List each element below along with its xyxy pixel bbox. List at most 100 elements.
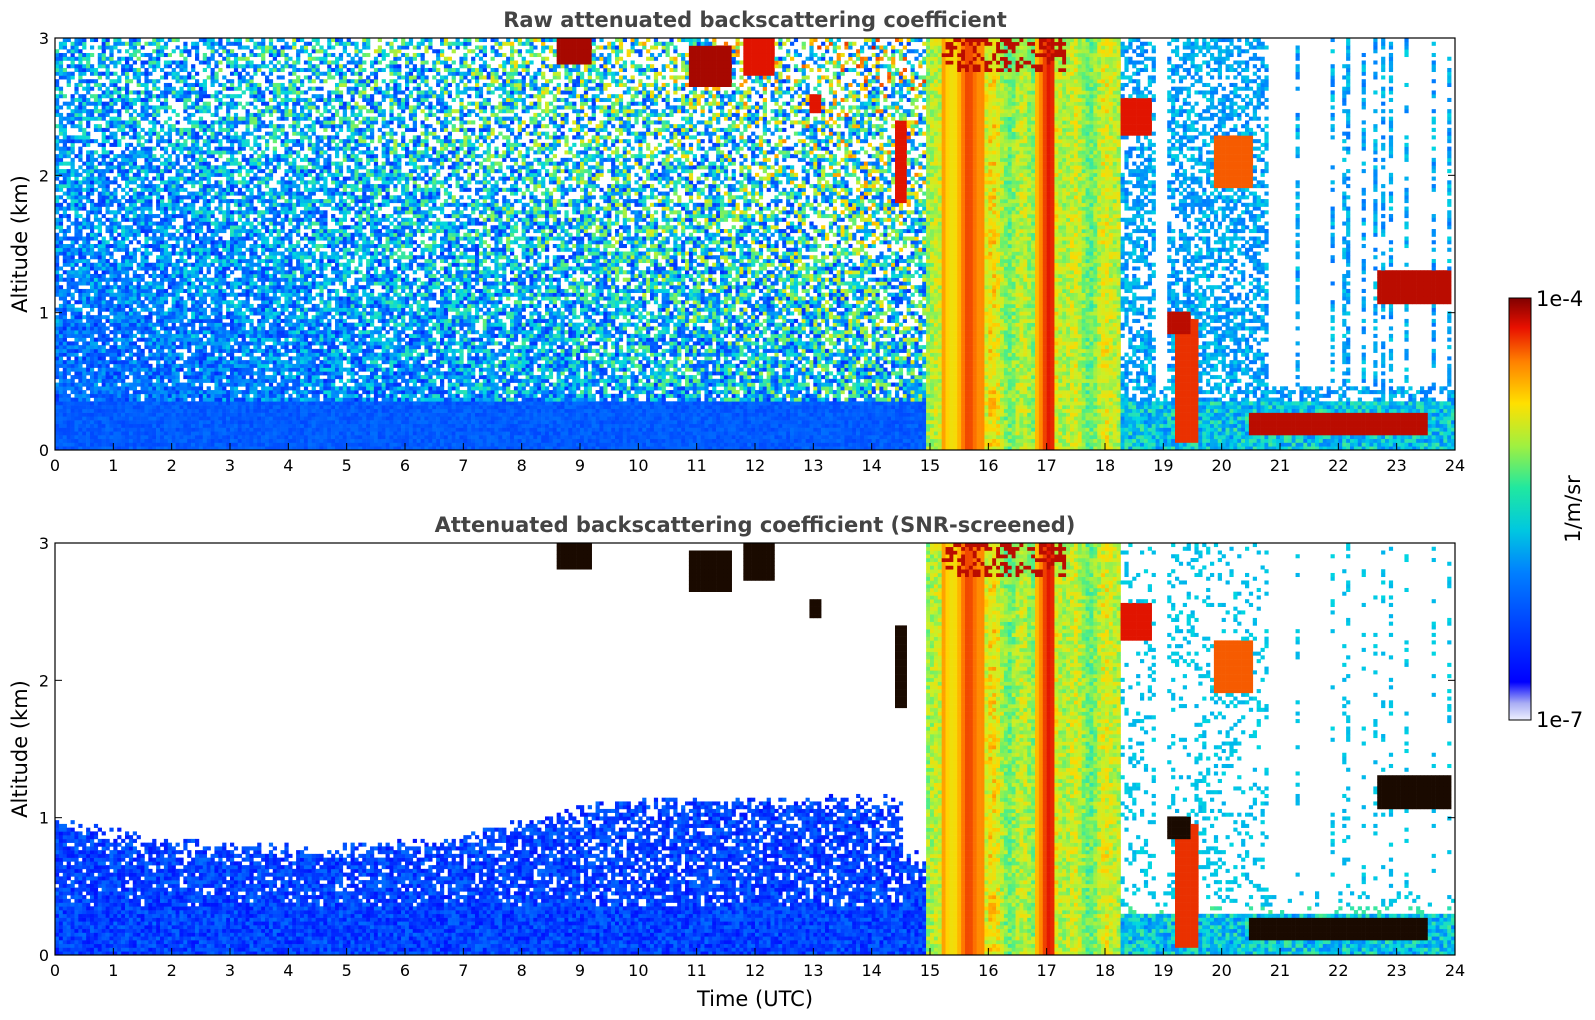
heatmap-cell xyxy=(74,49,78,53)
heatmap-cell xyxy=(94,364,98,368)
heatmap-cell xyxy=(148,225,152,229)
heatmap-cell xyxy=(187,345,191,349)
heatmap-cell xyxy=(82,102,86,106)
heatmap-cell xyxy=(183,165,187,169)
heatmap-cell xyxy=(160,68,164,72)
heatmap-cell xyxy=(211,229,215,233)
heatmap-cell xyxy=(129,117,133,121)
heatmap-cell xyxy=(98,83,102,87)
heatmap-cell xyxy=(152,416,156,420)
heatmap-cell xyxy=(125,394,129,398)
heatmap-cell xyxy=(125,210,129,214)
heatmap-cell xyxy=(121,338,125,342)
heatmap-cell xyxy=(269,229,273,233)
heatmap-cell xyxy=(59,42,63,46)
heatmap-cell xyxy=(214,266,218,270)
heatmap-cell xyxy=(78,311,82,315)
heatmap-cell xyxy=(265,319,269,323)
heatmap-cell xyxy=(86,315,90,319)
heatmap-cell xyxy=(94,356,98,360)
heatmap-cell xyxy=(195,98,199,102)
heatmap-cell xyxy=(172,177,176,181)
heatmap-cell xyxy=(98,255,102,259)
heatmap-cell xyxy=(187,424,191,428)
heatmap-cell xyxy=(277,214,281,218)
heatmap-cell xyxy=(55,113,59,117)
heatmap-cell xyxy=(59,360,63,364)
heatmap-cell xyxy=(195,386,199,390)
heatmap-cell xyxy=(207,105,211,109)
heatmap-cell xyxy=(238,117,242,121)
heatmap-cell xyxy=(168,87,172,91)
heatmap-cell xyxy=(152,390,156,394)
heatmap-cell xyxy=(71,293,75,297)
heatmap-cell xyxy=(199,165,203,169)
heatmap-cell xyxy=(203,90,207,94)
heatmap-cell xyxy=(55,278,59,282)
heatmap-cell xyxy=(160,319,164,323)
heatmap-cell xyxy=(273,311,277,315)
heatmap-cell xyxy=(137,349,141,353)
heatmap-cell xyxy=(59,326,63,330)
heatmap-cell xyxy=(199,120,203,124)
heatmap-cell xyxy=(222,188,226,192)
heatmap-cell xyxy=(86,180,90,184)
heatmap-cell xyxy=(172,233,176,237)
heatmap-cell xyxy=(238,87,242,91)
heatmap-cell xyxy=(74,281,78,285)
heatmap-cell xyxy=(277,394,281,398)
heatmap-cell xyxy=(218,270,222,274)
heatmap-cell xyxy=(152,375,156,379)
heatmap-cell xyxy=(141,401,145,405)
heatmap-cell xyxy=(55,353,59,357)
heatmap-cell xyxy=(281,207,285,211)
heatmap-cell xyxy=(133,285,137,289)
heatmap-cell xyxy=(199,244,203,248)
heatmap-cell xyxy=(265,210,269,214)
heatmap-cell xyxy=(90,38,94,42)
heatmap-cell xyxy=(74,435,78,439)
heatmap-cell xyxy=(164,72,168,76)
heatmap-cell xyxy=(55,98,59,102)
heatmap-cell xyxy=(214,379,218,383)
heatmap-cell xyxy=(183,68,187,72)
heatmap-cell xyxy=(59,222,63,226)
heatmap-cell xyxy=(172,353,176,357)
heatmap-cell xyxy=(148,120,152,124)
heatmap-cell xyxy=(129,394,133,398)
heatmap-cell xyxy=(191,244,195,248)
heatmap-cell xyxy=(253,405,257,409)
heatmap-cell xyxy=(176,330,180,334)
heatmap-cell xyxy=(281,311,285,315)
heatmap-cell xyxy=(203,401,207,405)
heatmap-cell xyxy=(67,150,71,154)
heatmap-cell xyxy=(203,345,207,349)
heatmap-cell xyxy=(106,424,110,428)
heatmap-cell xyxy=(238,435,242,439)
heatmap-cell xyxy=(63,431,67,435)
heatmap-cell xyxy=(222,173,226,177)
heatmap-cell xyxy=(102,394,106,398)
heatmap-cell xyxy=(222,195,226,199)
heatmap-cell xyxy=(234,431,238,435)
heatmap-cell xyxy=(176,132,180,136)
heatmap-cell xyxy=(187,113,191,117)
heatmap-cell xyxy=(242,334,246,338)
heatmap-cell xyxy=(144,285,148,289)
heatmap-cell xyxy=(168,274,172,278)
heatmap-cell xyxy=(273,364,277,368)
heatmap-cell xyxy=(71,428,75,432)
heatmap-cell xyxy=(172,409,176,413)
heatmap-cell xyxy=(195,199,199,203)
heatmap-cell xyxy=(102,42,106,46)
heatmap-cell xyxy=(156,169,160,173)
heatmap-cell xyxy=(144,338,148,342)
heatmap-cell xyxy=(265,49,269,53)
heatmap-cell xyxy=(59,229,63,233)
heatmap-cell xyxy=(253,274,257,278)
heatmap-cell xyxy=(179,401,183,405)
heatmap-cell xyxy=(249,38,253,42)
heatmap-cell xyxy=(78,338,82,342)
heatmap-cell xyxy=(141,263,145,267)
heatmap-cell xyxy=(176,75,180,79)
